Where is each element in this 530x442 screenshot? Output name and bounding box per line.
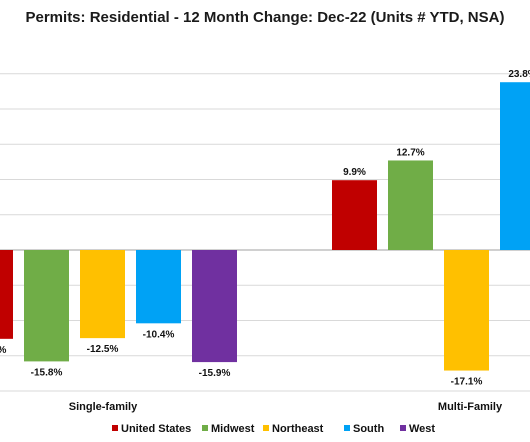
legend-swatch — [202, 425, 208, 431]
bar-south-single-family — [136, 250, 181, 324]
data-label: -17.1% — [451, 377, 483, 388]
bar-south-multi-family — [500, 82, 530, 251]
data-label: 12.7% — [396, 147, 424, 158]
category-label: Single-family — [69, 401, 138, 413]
chart-title: Permits: Residential - 12 Month Change: … — [26, 9, 505, 26]
legend-entry: South — [353, 423, 384, 435]
data-label: -10.4% — [143, 329, 175, 340]
bars — [0, 82, 530, 371]
bar-united-states-single-family — [0, 250, 13, 339]
legend-swatch — [263, 425, 269, 431]
bar-northeast-multi-family — [444, 250, 489, 371]
legend-swatch — [344, 425, 350, 431]
category-label: Multi-Family — [438, 401, 503, 413]
legend: United States Midwest Northeast South West — [112, 423, 435, 435]
legend-entry: West — [409, 423, 435, 435]
bar-midwest-single-family — [24, 250, 69, 362]
legend-swatch — [112, 425, 118, 431]
data-label: -15.9% — [199, 368, 231, 379]
legend-entry: United States — [121, 423, 191, 435]
bar-northeast-single-family — [80, 250, 125, 339]
data-label: -15.8% — [31, 367, 63, 378]
data-label: -12.5% — [87, 344, 119, 355]
legend-entry: Midwest — [211, 423, 255, 435]
bar-west-single-family — [192, 250, 237, 363]
data-label: -12.6% — [0, 345, 6, 356]
data-labels: -12.6% -15.8% -12.5% -10.4% -15.9% 9.9% 12.7% -… — [0, 69, 530, 388]
data-label: 9.9% — [343, 167, 366, 178]
data-label: 23.8% — [508, 69, 530, 80]
bar-midwest-multi-family — [388, 160, 433, 250]
legend-entry: Northeast — [272, 423, 324, 435]
category-labels: Single-family Multi-Family — [69, 401, 503, 413]
bar-united-states-multi-family — [332, 180, 377, 250]
legend-swatch — [400, 425, 406, 431]
